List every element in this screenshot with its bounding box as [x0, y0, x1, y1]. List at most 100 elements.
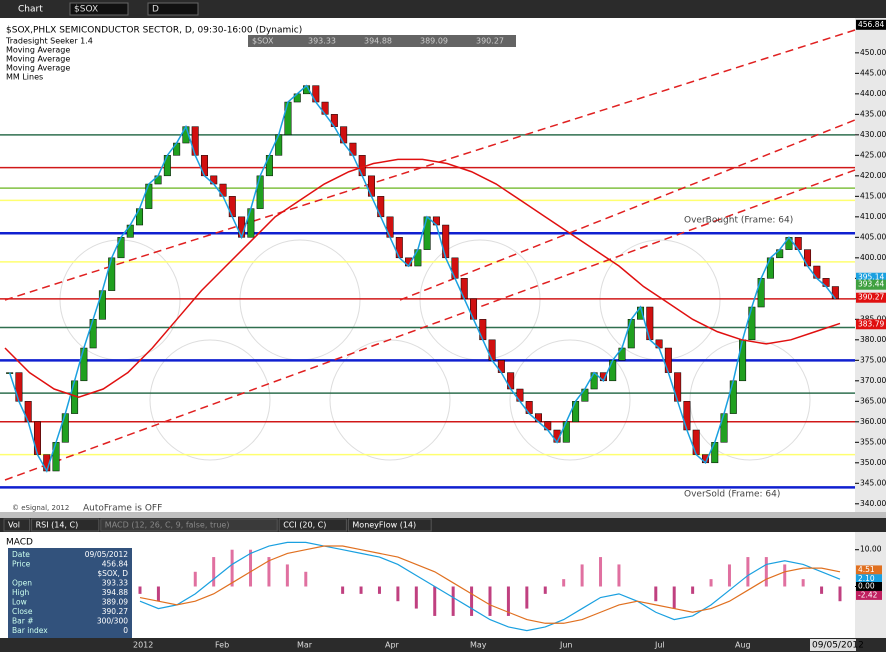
- tab-label[interactable]: CCI (20, C): [283, 521, 326, 530]
- data-window: [8, 548, 132, 648]
- quote-value: $SOX: [252, 37, 274, 46]
- price-badge-label: 395.14: [858, 273, 884, 282]
- price-badge: [856, 292, 886, 303]
- candle: [200, 155, 208, 177]
- quote-value: 394.88: [364, 37, 392, 46]
- candle: [804, 249, 812, 267]
- x-tick-label: Jul: [654, 641, 665, 650]
- copyright: © eSignal, 2012: [12, 504, 69, 512]
- dw-value: $SOX, D: [97, 569, 128, 578]
- symbol[interactable]: $SOX: [74, 5, 98, 15]
- candle: [757, 278, 765, 308]
- y-tick-label: 440.00: [860, 89, 886, 98]
- candle: [377, 196, 385, 218]
- symbol-box[interactable]: [69, 2, 129, 16]
- toolbar: [0, 0, 886, 18]
- trend-line: [399, 119, 856, 301]
- tab[interactable]: [347, 518, 432, 532]
- x-tick-label: Jun: [559, 641, 573, 650]
- dw-value: 0: [123, 626, 128, 635]
- candle: [739, 339, 747, 382]
- divider: [0, 512, 886, 518]
- date-badge-text: 09/05/2012: [812, 641, 864, 651]
- candle: [423, 216, 431, 250]
- study-label: Tradesight Seeker 1.4: [5, 37, 93, 46]
- price-badge: [856, 19, 886, 30]
- dw-label: High: [12, 588, 29, 597]
- candle: [572, 401, 580, 423]
- price-axis: [855, 18, 886, 512]
- y-tick-label: 365.00: [860, 396, 886, 405]
- study-label: Moving Average: [6, 55, 70, 64]
- trend-line: [4, 169, 856, 481]
- annotation: OverBought (Frame: 64): [684, 216, 793, 226]
- candle: [358, 155, 366, 177]
- date-badge: [810, 639, 856, 651]
- dw-label: Low: [12, 598, 27, 607]
- candle: [163, 155, 171, 177]
- candle: [145, 183, 153, 209]
- y-tick-label: 380.00: [860, 335, 886, 344]
- candle: [692, 429, 700, 455]
- dw-label: Bar index: [12, 626, 48, 635]
- macd-title: MACD: [6, 538, 33, 548]
- price-badge: [856, 272, 886, 283]
- interval-box[interactable]: [147, 2, 199, 16]
- macd-line: [139, 541, 841, 632]
- study-label: MM Lines: [6, 73, 43, 82]
- y-tick-label: 355.00: [860, 437, 886, 446]
- tab-label[interactable]: RSI (14, C): [36, 521, 79, 530]
- candle: [562, 421, 570, 443]
- candle: [275, 134, 283, 156]
- study-label: Moving Average: [6, 46, 70, 55]
- candle: [442, 224, 450, 259]
- tab[interactable]: [100, 518, 278, 532]
- x-tick-label: May: [470, 641, 487, 650]
- y-tick-label: 375.00: [860, 355, 886, 364]
- quote-value: 393.33: [308, 37, 336, 46]
- y-tick-label: 410.00: [860, 212, 886, 221]
- candle: [627, 319, 635, 349]
- moving-average: [4, 158, 841, 399]
- candle: [683, 401, 691, 431]
- y-tick-label: 370.00: [860, 376, 886, 385]
- y-tick-label: 400.00: [860, 253, 886, 262]
- candle: [136, 208, 144, 226]
- candle: [395, 237, 403, 259]
- candle: [15, 372, 23, 402]
- macd-badge-label: 4.51: [858, 565, 875, 574]
- x-tick-label: Feb: [215, 641, 229, 650]
- price-badge-label: 456.84: [858, 20, 884, 29]
- dw-value: 390.27: [102, 607, 128, 616]
- candle: [479, 319, 487, 341]
- annotation: OverSold (Frame: 64): [684, 490, 780, 500]
- price-badge: [856, 279, 886, 290]
- y-tick-label: 10.00: [860, 545, 882, 554]
- candle: [228, 196, 236, 218]
- candle: [52, 442, 60, 472]
- candle: [386, 216, 394, 238]
- interval[interactable]: D: [152, 5, 159, 15]
- candle: [98, 290, 106, 320]
- candle: [720, 413, 728, 443]
- price-badge-label: 393.44: [858, 280, 884, 289]
- tab[interactable]: [3, 518, 31, 532]
- x-tick-label: Mar: [297, 641, 313, 650]
- tab-label[interactable]: Vol: [8, 521, 20, 530]
- candle: [646, 306, 654, 341]
- tab-label[interactable]: MoneyFlow (14): [352, 521, 416, 530]
- candle: [711, 442, 719, 464]
- tab[interactable]: [278, 518, 347, 532]
- candle: [117, 237, 125, 259]
- signal-line: [139, 545, 841, 624]
- y-tick-label: 420.00: [860, 171, 886, 180]
- candle: [265, 155, 273, 177]
- macd-badge: [856, 574, 882, 584]
- candle: [191, 126, 199, 156]
- candle: [831, 286, 839, 300]
- tab-label[interactable]: MACD (12, 26, C, 9, false, true): [105, 521, 230, 530]
- x-tick-label: Aug: [735, 641, 751, 650]
- tab[interactable]: [31, 518, 100, 532]
- y-tick-label: 345.00: [860, 478, 886, 487]
